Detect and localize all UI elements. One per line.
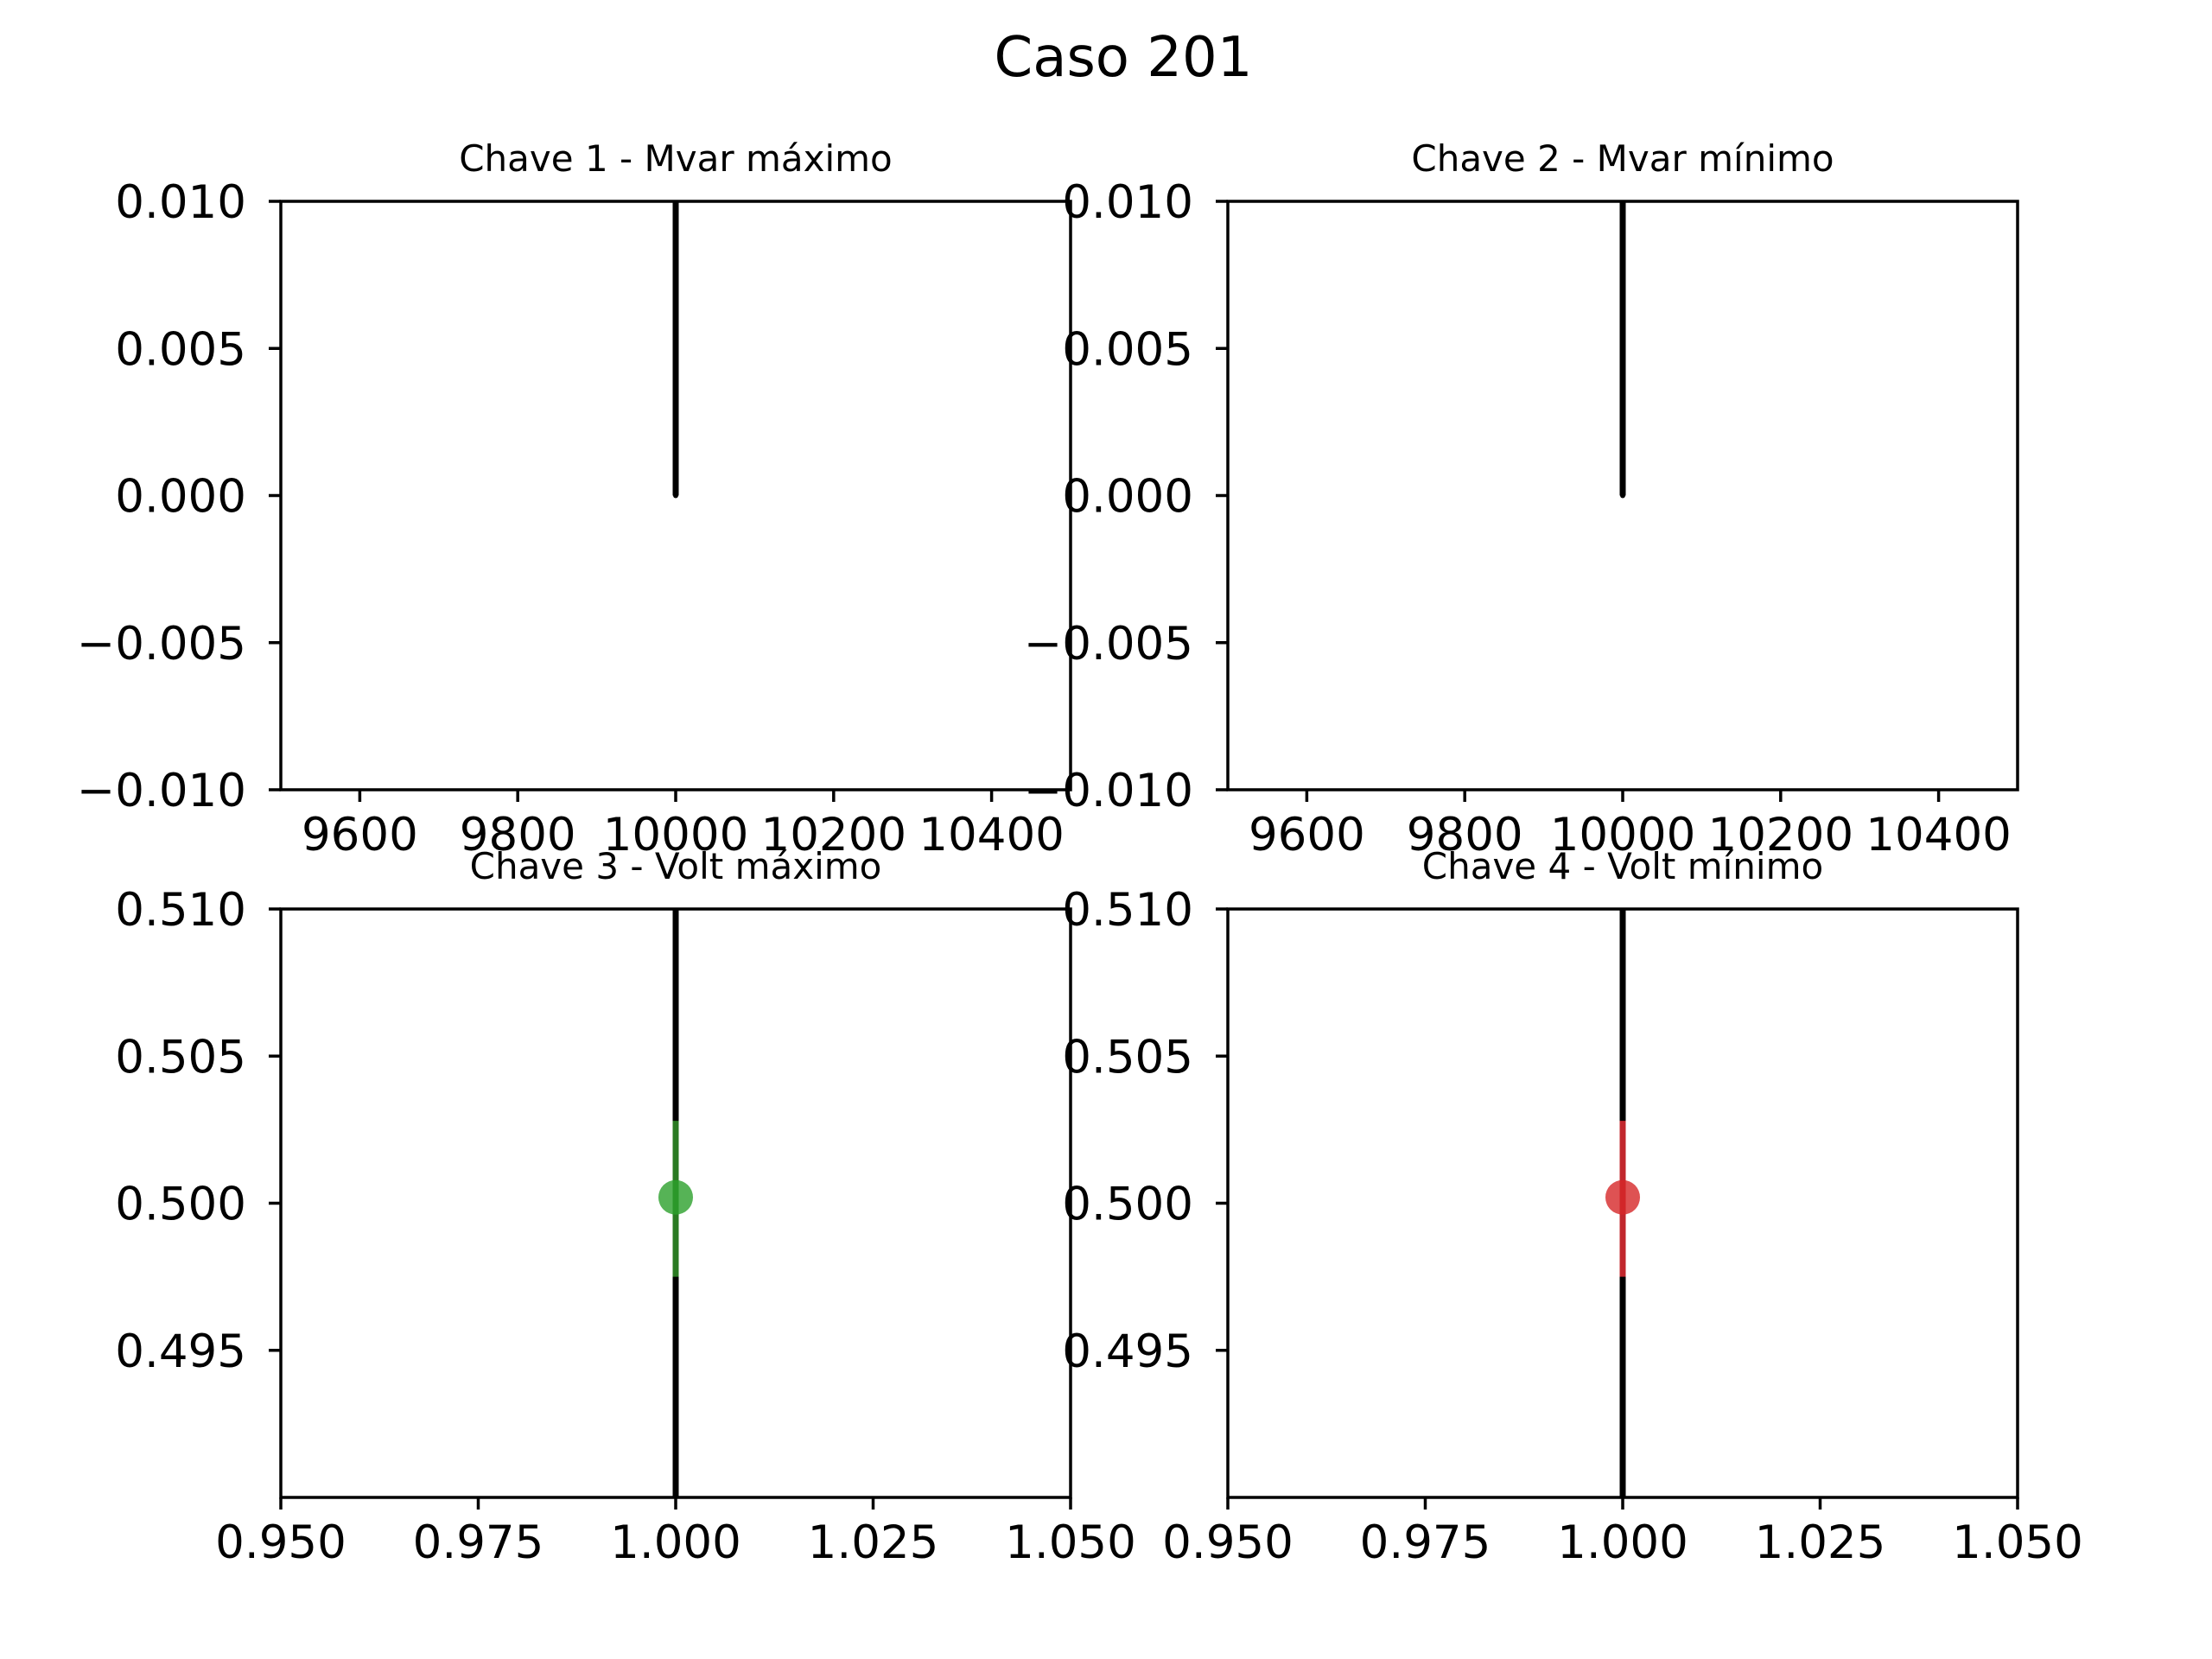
subplot-title: Chave 1 - Mvar máximo: [459, 137, 893, 180]
data-point-1: [673, 493, 678, 499]
x-tick-label: 1.000: [610, 1516, 741, 1569]
y-tick-label: 0.505: [115, 1031, 246, 1084]
data-point-1: [1605, 1179, 1640, 1215]
y-tick-label: 0.500: [1062, 1179, 1193, 1231]
y-tick-label: −0.005: [77, 618, 246, 671]
y-tick-label: −0.010: [1024, 765, 1193, 817]
y-tick-label: 0.510: [115, 884, 246, 937]
y-tick-label: 0.495: [115, 1325, 246, 1378]
subplot-3: Chave 3 - Volt máximo 0.950 0.975 1.000 1.02…: [115, 845, 1136, 1569]
y-tick-label: 0.000: [1062, 471, 1193, 524]
x-tick-label: 1.050: [1005, 1516, 1136, 1569]
x-tick-label: 10400: [918, 809, 1065, 861]
x-tick-label: 1.050: [1952, 1516, 2083, 1569]
figure-title: Caso 201: [995, 26, 1253, 90]
x-tick-label: 0.975: [413, 1516, 544, 1569]
x-tick-label: 10200: [760, 809, 906, 861]
y-tick-label: −0.005: [1024, 618, 1193, 671]
x-tick-label: 9800: [1407, 809, 1523, 861]
x-tick-label: 9600: [1249, 809, 1365, 861]
x-tick-label: 1.000: [1557, 1516, 1688, 1569]
x-tick-label: 9800: [460, 809, 576, 861]
data-point-1: [1620, 493, 1625, 499]
x-tick-label: 0.950: [1162, 1516, 1294, 1569]
x-tick-label: 9600: [302, 809, 418, 861]
y-tick-label: 0.005: [115, 323, 246, 376]
subplot-1: Chave 1 - Mvar máximo 9600 9800 10000 10200 1…: [77, 137, 1072, 861]
x-tick-label: 1.025: [1755, 1516, 1886, 1569]
y-tick-label: 0.505: [1062, 1031, 1193, 1084]
subplot-title: Chave 4 - Volt mínimo: [1422, 845, 1823, 887]
x-tick-label: 0.950: [215, 1516, 346, 1569]
subplot-title: Chave 2 - Mvar mínimo: [1411, 137, 1834, 180]
y-tick-label: 0.000: [115, 471, 246, 524]
y-tick-label: 0.010: [115, 176, 246, 229]
y-tick-label: 0.010: [1062, 176, 1193, 229]
x-tick-label: 10000: [1550, 809, 1696, 861]
y-tick-label: −0.010: [77, 765, 246, 817]
data-point-1: [658, 1179, 693, 1215]
x-tick-label: 10200: [1707, 809, 1853, 861]
x-tick-label: 10400: [1866, 809, 2012, 861]
subplot-4: Chave 4 - Volt mínimo 0.950 0.975 1.000 1.02…: [1062, 845, 2083, 1569]
subplot-2: Chave 2 - Mvar mínimo 9600 9800 10000 10200 1…: [1024, 137, 2019, 861]
y-tick-label: 0.495: [1062, 1325, 1193, 1378]
x-tick-label: 10000: [603, 809, 749, 861]
y-tick-label: 0.500: [115, 1179, 246, 1231]
subplot-title: Chave 3 - Volt máximo: [470, 845, 882, 887]
y-tick-label: 0.005: [1062, 323, 1193, 376]
y-tick-label: 0.510: [1062, 884, 1193, 937]
x-tick-label: 0.975: [1360, 1516, 1491, 1569]
x-tick-label: 1.025: [808, 1516, 939, 1569]
